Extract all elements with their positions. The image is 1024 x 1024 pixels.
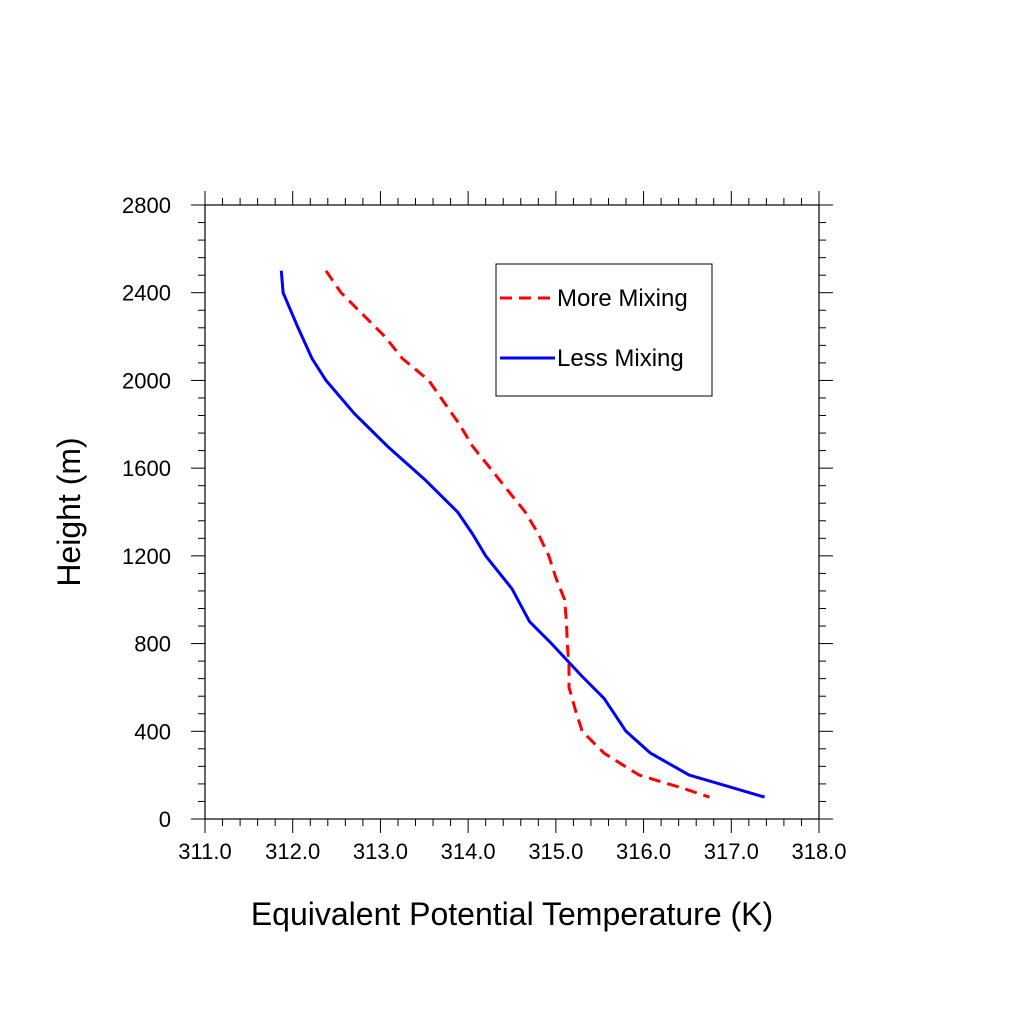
series-line-more-mixing bbox=[324, 269, 710, 799]
y-tick-label: 1600 bbox=[122, 456, 171, 481]
x-axis-title: Equivalent Potential Temperature (K) bbox=[251, 896, 773, 932]
y-tick-label: 2800 bbox=[122, 193, 171, 218]
legend-box bbox=[495, 263, 713, 397]
x-tick-label: 318.0 bbox=[791, 839, 846, 864]
series-layer bbox=[279, 269, 766, 799]
y-tick-label: 400 bbox=[134, 719, 171, 744]
y-tick-label: 2400 bbox=[122, 281, 171, 306]
y-tick-label: 800 bbox=[134, 632, 171, 657]
legend-label-more-mixing: More Mixing bbox=[557, 285, 688, 312]
legend: More Mixing Less Mixing bbox=[495, 263, 713, 397]
y-tick-label: 0 bbox=[159, 807, 171, 832]
y-tick-label: 2000 bbox=[122, 368, 171, 393]
x-tick-label: 312.0 bbox=[265, 839, 320, 864]
y-tick-label: 1200 bbox=[122, 544, 171, 569]
ticks-layer: 311.0 312.0 313.0 314.0 315.0 316.0 317.0 318.0… bbox=[122, 191, 847, 864]
x-tick-label: 315.0 bbox=[528, 839, 583, 864]
legend-label-less-mixing: Less Mixing bbox=[557, 345, 684, 372]
x-tick-label: 313.0 bbox=[353, 839, 408, 864]
x-tick-label: 317.0 bbox=[704, 839, 759, 864]
x-tick-label: 316.0 bbox=[616, 839, 671, 864]
x-tick-label: 314.0 bbox=[441, 839, 496, 864]
series-line-less-mixing bbox=[279, 270, 766, 799]
y-axis-title: Height (m) bbox=[51, 437, 87, 586]
x-tick-label: 311.0 bbox=[178, 839, 231, 864]
